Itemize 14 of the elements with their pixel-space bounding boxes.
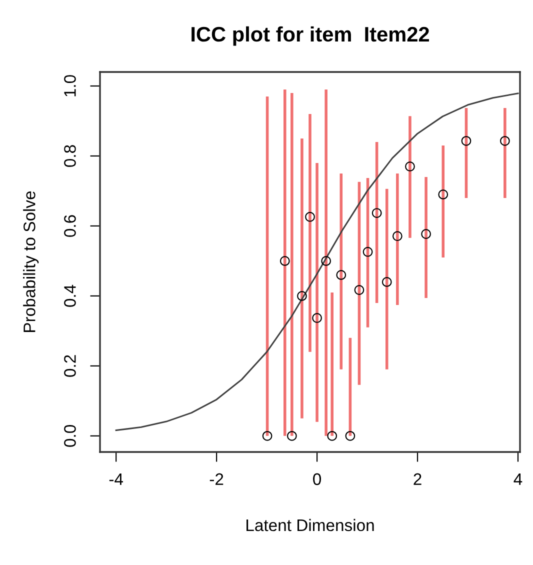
chart-title: ICC plot for item Item22 — [192, 26, 429, 46]
x-tick-label: -2 — [210, 473, 224, 485]
y-tick-label: 0.6 — [64, 215, 76, 237]
y-tick-label: 1.0 — [64, 75, 76, 96]
x-tick-label: 0 — [313, 473, 322, 486]
x-tick-label: 4 — [514, 473, 522, 485]
y-tick-label: 0.2 — [64, 355, 76, 377]
y-tick-label: 0.8 — [64, 145, 76, 167]
x-tick-label: 2 — [414, 473, 422, 485]
y-tick-label: 0.0 — [64, 424, 76, 447]
x-tick-label: -4 — [109, 473, 123, 485]
x-axis-title: Latent Dimension — [246, 518, 374, 532]
y-tick-label: 0.4 — [64, 284, 76, 307]
y-axis-title: Probability to Solve — [23, 191, 39, 332]
